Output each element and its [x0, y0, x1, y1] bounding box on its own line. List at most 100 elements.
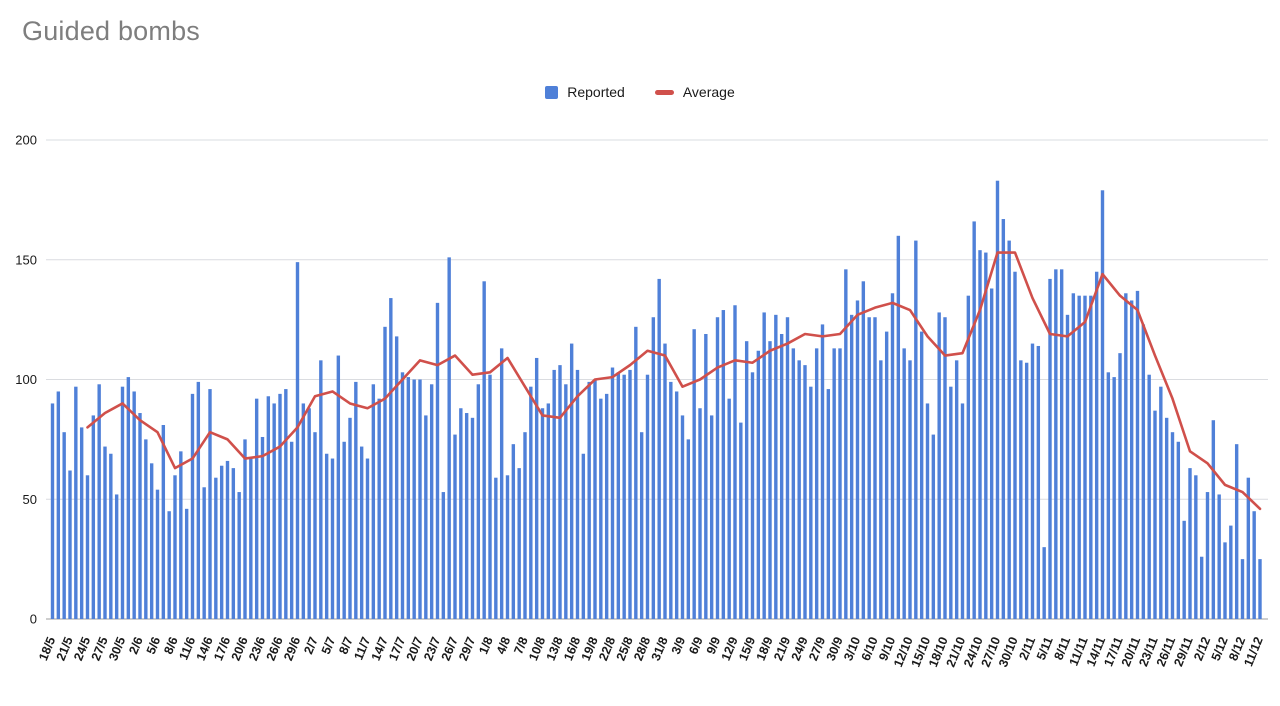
bar[interactable]: [622, 374, 626, 619]
bar[interactable]: [715, 317, 720, 619]
bar[interactable]: [348, 417, 352, 619]
bar[interactable]: [62, 432, 66, 619]
bar[interactable]: [254, 398, 259, 619]
bar[interactable]: [68, 470, 72, 619]
bar[interactable]: [1246, 477, 1251, 619]
bar[interactable]: [774, 314, 778, 619]
bar[interactable]: [1234, 444, 1239, 619]
bar[interactable]: [1054, 269, 1058, 619]
bar[interactable]: [779, 333, 784, 619]
bar[interactable]: [919, 331, 924, 619]
bar[interactable]: [126, 377, 131, 619]
bar[interactable]: [295, 262, 300, 619]
bar[interactable]: [1176, 441, 1181, 619]
bar[interactable]: [1188, 468, 1192, 619]
bar[interactable]: [365, 458, 370, 619]
bar[interactable]: [785, 317, 790, 619]
bar[interactable]: [587, 381, 591, 619]
bar[interactable]: [534, 357, 539, 619]
bar[interactable]: [149, 463, 154, 619]
bar[interactable]: [231, 468, 236, 619]
bar[interactable]: [272, 403, 276, 619]
bar[interactable]: [424, 415, 428, 619]
bar[interactable]: [1217, 494, 1221, 619]
bar[interactable]: [657, 278, 661, 619]
bar[interactable]: [383, 326, 387, 619]
bar[interactable]: [336, 355, 341, 619]
bar[interactable]: [581, 453, 586, 619]
bar[interactable]: [884, 331, 889, 619]
bar[interactable]: [1036, 345, 1041, 619]
bar[interactable]: [1199, 556, 1204, 619]
bar[interactable]: [1007, 240, 1011, 619]
bar[interactable]: [686, 439, 691, 619]
bar[interactable]: [464, 413, 469, 619]
bar[interactable]: [896, 235, 901, 620]
bar[interactable]: [342, 441, 346, 619]
bar[interactable]: [972, 221, 976, 619]
bar[interactable]: [453, 434, 457, 619]
bar[interactable]: [97, 384, 101, 619]
bar[interactable]: [593, 379, 597, 620]
bar[interactable]: [120, 386, 125, 619]
bar[interactable]: [744, 341, 749, 619]
bar[interactable]: [826, 389, 831, 619]
bar[interactable]: [639, 432, 644, 619]
bar[interactable]: [1024, 362, 1029, 619]
bar[interactable]: [1065, 314, 1070, 619]
bar[interactable]: [301, 403, 306, 619]
bar[interactable]: [289, 441, 294, 619]
bar[interactable]: [79, 427, 84, 619]
bar[interactable]: [820, 324, 825, 619]
bar[interactable]: [1194, 475, 1198, 619]
bar[interactable]: [354, 381, 358, 619]
bar[interactable]: [937, 312, 941, 619]
bar[interactable]: [1252, 511, 1256, 619]
bar[interactable]: [1141, 324, 1146, 619]
bar[interactable]: [698, 408, 702, 619]
bar[interactable]: [284, 389, 288, 619]
bar[interactable]: [814, 348, 819, 619]
bar[interactable]: [1089, 295, 1093, 619]
bar[interactable]: [505, 475, 510, 619]
bar[interactable]: [74, 386, 78, 619]
bar[interactable]: [249, 458, 253, 619]
bar[interactable]: [832, 348, 836, 619]
bar[interactable]: [750, 372, 755, 619]
bar[interactable]: [861, 281, 866, 619]
bar[interactable]: [680, 415, 685, 619]
bar[interactable]: [219, 465, 224, 619]
bar[interactable]: [447, 257, 451, 619]
bar[interactable]: [1223, 542, 1227, 619]
bar[interactable]: [954, 360, 959, 619]
bar[interactable]: [1042, 547, 1046, 619]
bar[interactable]: [791, 348, 796, 619]
bar[interactable]: [908, 360, 912, 619]
bar[interactable]: [645, 374, 650, 619]
bar[interactable]: [855, 300, 860, 619]
bar[interactable]: [313, 432, 317, 619]
bar[interactable]: [1071, 293, 1076, 619]
bar[interactable]: [1159, 386, 1163, 619]
bar[interactable]: [890, 293, 895, 619]
bar[interactable]: [1153, 410, 1157, 619]
bar[interactable]: [674, 391, 679, 619]
bar[interactable]: [873, 317, 877, 619]
bar[interactable]: [849, 314, 854, 619]
bar[interactable]: [604, 393, 609, 619]
bar[interactable]: [324, 453, 329, 619]
bar[interactable]: [523, 432, 527, 619]
bar[interactable]: [663, 343, 667, 619]
bar[interactable]: [1106, 372, 1111, 619]
bar[interactable]: [1100, 190, 1105, 620]
bar[interactable]: [949, 386, 953, 619]
bar[interactable]: [161, 425, 166, 619]
bar[interactable]: [546, 403, 551, 619]
bar[interactable]: [202, 487, 206, 619]
bar[interactable]: [400, 372, 405, 619]
bar[interactable]: [517, 468, 521, 619]
bar[interactable]: [488, 374, 492, 619]
bar[interactable]: [389, 298, 393, 619]
bar[interactable]: [114, 494, 119, 619]
bar[interactable]: [1059, 269, 1064, 619]
